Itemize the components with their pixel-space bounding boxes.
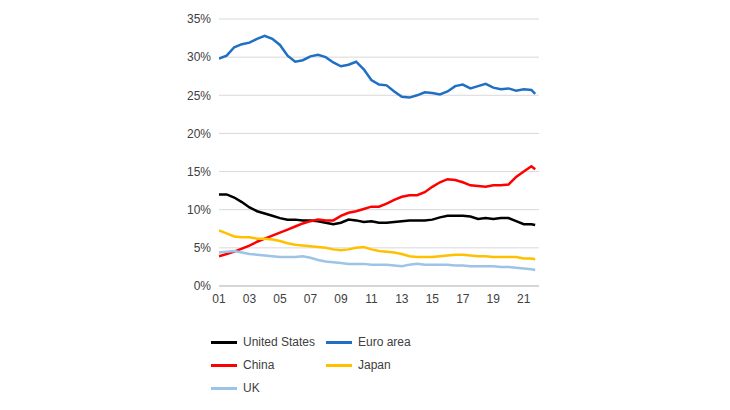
html-text:United States: United States [243,335,315,349]
svg-text:09: 09 [334,292,348,306]
html-text:UK: UK [243,381,260,395]
svg-text:15: 15 [426,292,440,306]
html-text:China: China [243,358,275,372]
svg-text:07: 07 [304,292,318,306]
svg-text:13: 13 [395,292,409,306]
svg-text:30%: 30% [187,50,211,64]
svg-text:21: 21 [517,292,531,306]
html-text:Japan: Japan [358,358,391,372]
svg-text:25%: 25% [187,89,211,103]
svg-text:01: 01 [212,292,226,306]
svg-text:10%: 10% [187,203,211,217]
svg-text:17: 17 [456,292,470,306]
svg-text:15%: 15% [187,165,211,179]
svg-text:0%: 0% [194,279,212,293]
svg-text:20%: 20% [187,127,211,141]
svg-text:11: 11 [365,292,378,306]
svg-text:35%: 35% [187,12,211,26]
html-text:Euro area: Euro area [358,335,411,349]
svg-text:03: 03 [243,292,257,306]
svg-text:19: 19 [487,292,501,306]
svg-text:05: 05 [273,292,287,306]
svg-text:5%: 5% [194,241,212,255]
